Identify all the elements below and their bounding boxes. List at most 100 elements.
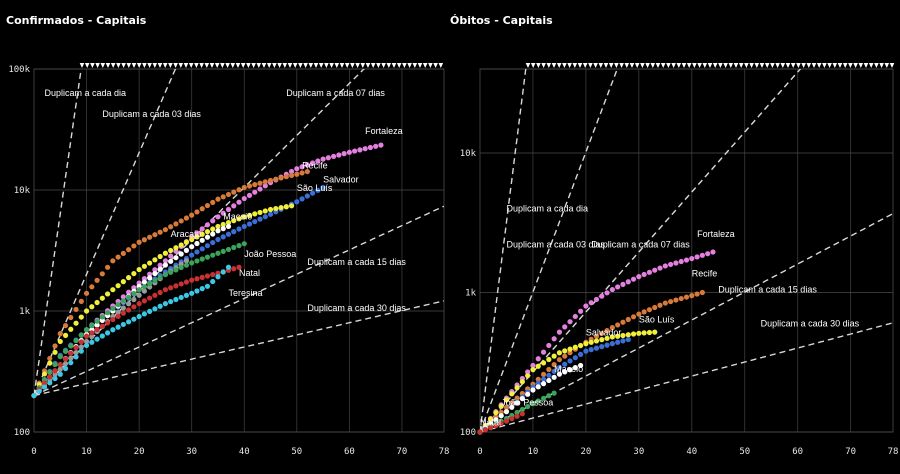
data-point	[157, 253, 163, 260]
data-point	[215, 250, 221, 256]
data-point	[47, 380, 53, 386]
data-point	[220, 194, 226, 200]
data-point	[199, 237, 205, 243]
data-point	[115, 313, 121, 319]
chart0-top-marker	[199, 63, 204, 68]
chart0-ref-label-15d: Duplicam a cada 15 dias	[307, 257, 406, 267]
data-point	[636, 330, 642, 336]
data-point	[246, 212, 253, 218]
chart1-top-marker	[816, 63, 822, 68]
chart0-top-marker	[381, 63, 386, 68]
chart1-x-tick-label: 30	[633, 447, 644, 457]
chart1-top-marker	[629, 63, 635, 68]
data-point	[609, 341, 615, 347]
data-point	[231, 203, 237, 209]
chart1-top-marker	[806, 63, 812, 68]
data-point	[540, 349, 547, 355]
data-point	[657, 302, 663, 308]
data-point	[662, 300, 668, 306]
chart1-top-marker	[634, 63, 640, 68]
chart1-top-marker	[889, 63, 895, 68]
data-point	[52, 368, 58, 374]
data-point	[204, 254, 211, 260]
data-point	[73, 320, 79, 326]
data-point	[126, 247, 132, 253]
chart1-ref-label-30d: Duplicam a cada 30 dias	[761, 319, 860, 329]
data-point	[231, 266, 237, 272]
data-point	[62, 348, 69, 354]
chart1-top-marker	[842, 63, 848, 68]
chart1-top-marker	[733, 63, 739, 68]
chart1-ref-label-15d: Duplicam a cada 15 dias	[718, 284, 817, 294]
data-point	[525, 369, 531, 375]
chart1-top-marker	[686, 63, 692, 68]
chart1-x-tick-label: 78	[888, 447, 899, 457]
data-point	[599, 330, 605, 337]
data-point	[162, 250, 169, 256]
chart0-top-marker	[298, 63, 303, 68]
chart0-x-tick-label: 30	[186, 447, 197, 457]
data-point	[83, 342, 90, 348]
data-point	[220, 234, 226, 240]
data-point	[89, 333, 95, 340]
data-point	[657, 265, 663, 271]
data-point	[104, 291, 111, 297]
data-point	[625, 336, 631, 343]
chart0-top-marker	[391, 63, 397, 68]
chart0-x-tick-label: 40	[239, 447, 250, 457]
data-point	[283, 204, 289, 210]
chart1-x-tick-label: 50	[739, 447, 750, 457]
chart0-x-tick-label: 20	[134, 447, 145, 457]
chart1-top-marker	[832, 63, 838, 68]
data-point	[530, 362, 536, 369]
chart0-ref-label-3d: Duplicam a cada 03 dias	[102, 109, 201, 119]
data-point	[162, 301, 169, 307]
data-point	[162, 227, 169, 233]
chart0-top-marker	[386, 63, 392, 68]
chart0-ref-line-15d	[34, 205, 444, 397]
chart0-x-tick-label: 0	[31, 447, 36, 457]
data-point	[625, 279, 631, 285]
data-point	[52, 361, 58, 367]
data-point	[646, 307, 653, 313]
chart1-top-marker	[608, 63, 614, 68]
data-point	[68, 350, 74, 356]
data-point	[99, 271, 105, 277]
data-point	[215, 214, 221, 220]
data-point	[546, 377, 552, 384]
data-point	[257, 180, 263, 186]
chart0-top-marker	[334, 63, 340, 68]
data-point	[152, 270, 158, 277]
chart1-ref-line-15d	[480, 212, 893, 432]
data-point	[110, 305, 116, 312]
data-point	[194, 249, 200, 255]
data-point	[668, 261, 674, 268]
data-point	[668, 298, 674, 305]
data-point	[173, 267, 179, 273]
data-point	[152, 257, 158, 263]
data-point	[262, 214, 268, 220]
chart0-top-marker	[396, 63, 402, 68]
data-point	[641, 271, 647, 278]
chart1-top-marker	[796, 63, 801, 68]
data-point	[115, 302, 121, 308]
data-point	[294, 171, 300, 177]
data-point	[99, 314, 105, 320]
chart0-top-marker	[168, 63, 173, 68]
chart1-top-marker	[530, 63, 536, 68]
data-point	[183, 262, 190, 268]
chart1-top-marker	[744, 63, 749, 68]
data-point	[104, 264, 111, 270]
data-point	[57, 353, 63, 360]
data-point	[325, 155, 331, 161]
data-point	[487, 425, 494, 431]
data-point	[104, 310, 111, 316]
data-point	[194, 288, 200, 294]
chart1-series-recife	[477, 289, 705, 435]
data-point	[509, 416, 515, 422]
data-point	[73, 337, 79, 344]
data-point	[110, 258, 116, 264]
chart0-top-marker	[152, 63, 158, 68]
data-point	[36, 388, 42, 394]
data-point	[503, 404, 510, 411]
